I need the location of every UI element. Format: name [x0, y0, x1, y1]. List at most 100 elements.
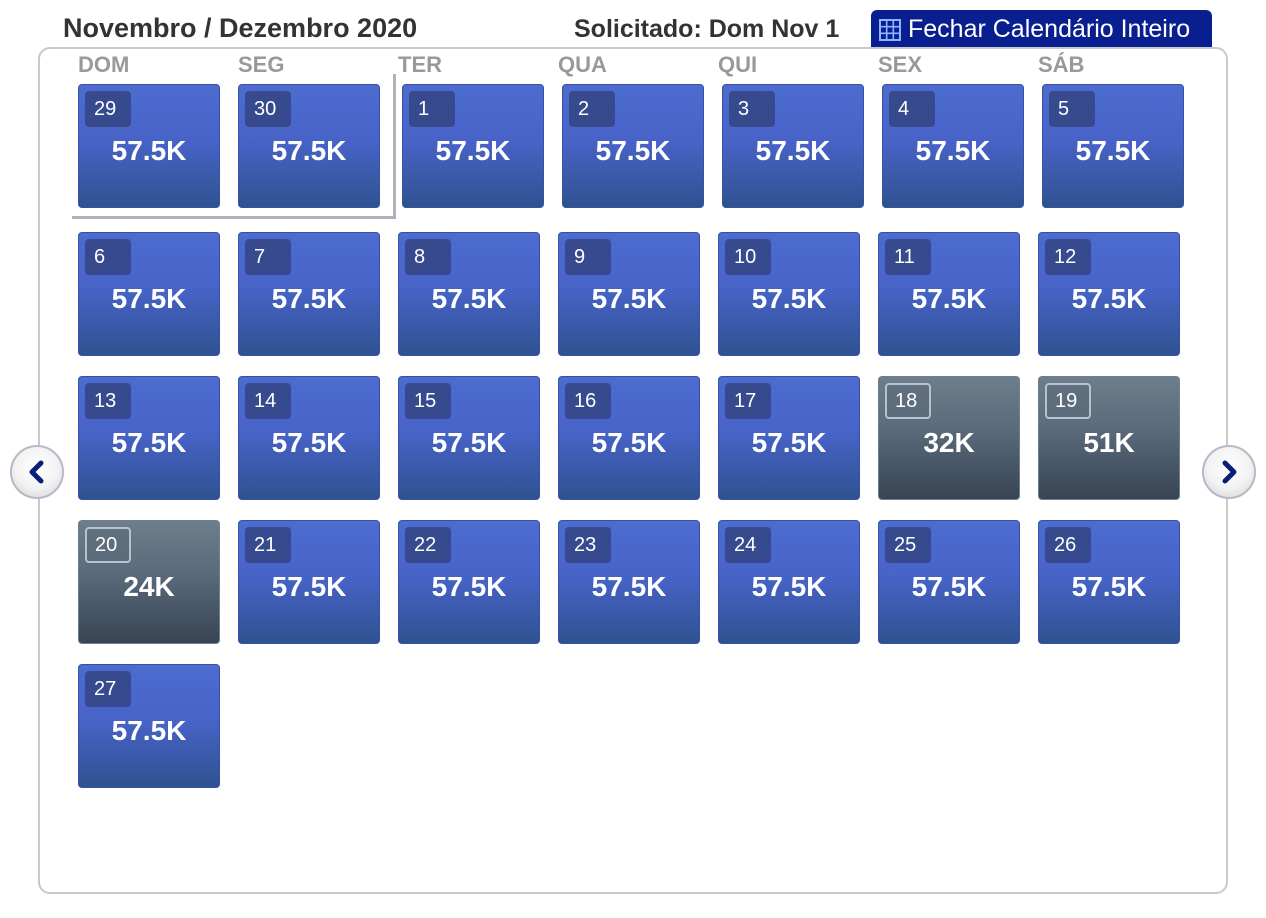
day-cell[interactable]: 5 57.5K: [1042, 84, 1184, 208]
day-number: 22: [405, 527, 451, 563]
day-price: 57.5K: [111, 283, 187, 314]
day-number: 7: [245, 239, 291, 275]
day-cell-highlighted[interactable]: 19 51K: [1038, 376, 1180, 500]
day-number: 13: [85, 383, 131, 419]
day-number: 23: [565, 527, 611, 563]
day-price: 57.5K: [431, 571, 507, 602]
day-cell-highlighted[interactable]: 20 24K: [78, 520, 220, 644]
weekday-thursday: QUI: [718, 52, 758, 77]
day-number: 5: [1049, 91, 1095, 127]
calendar-grid-icon: [879, 18, 901, 41]
day-price: 57.5K: [111, 427, 187, 458]
day-cell[interactable]: 8 57.5K: [398, 232, 540, 356]
day-cell[interactable]: 1 57.5K: [402, 84, 544, 208]
previous-month-button[interactable]: [10, 445, 64, 499]
weekday-tuesday: TER: [398, 52, 442, 77]
day-price: 57.5K: [591, 427, 667, 458]
day-number: 4: [889, 91, 935, 127]
day-price: 57.5K: [431, 427, 507, 458]
close-full-calendar-label: Fechar Calendário Inteiro: [908, 15, 1191, 43]
day-cell[interactable]: 12 57.5K: [1038, 232, 1180, 356]
day-price: 57.5K: [1071, 571, 1147, 602]
day-price: 57.5K: [751, 571, 827, 602]
day-price: 57.5K: [1071, 283, 1147, 314]
day-cell-highlighted[interactable]: 18 32K: [878, 376, 1020, 500]
day-price: 57.5K: [271, 571, 347, 602]
day-number: 25: [885, 527, 931, 563]
day-number: 19: [1045, 383, 1091, 419]
day-price: 57.5K: [435, 135, 511, 166]
day-number: 20: [85, 527, 131, 563]
day-number: 16: [565, 383, 611, 419]
day-cell[interactable]: 29 57.5K: [78, 84, 220, 208]
weekday-saturday: SÁB: [1038, 52, 1085, 77]
day-cell[interactable]: 16 57.5K: [558, 376, 700, 500]
day-price: 57.5K: [595, 135, 671, 166]
day-price: 57.5K: [751, 427, 827, 458]
close-full-calendar-button[interactable]: Fechar Calendário Inteiro: [871, 10, 1212, 49]
day-price: 57.5K: [755, 135, 831, 166]
day-cell[interactable]: 14 57.5K: [238, 376, 380, 500]
day-cell[interactable]: 15 57.5K: [398, 376, 540, 500]
day-number: 21: [245, 527, 291, 563]
day-cell[interactable]: 21 57.5K: [238, 520, 380, 644]
day-price: 51K: [1083, 427, 1135, 458]
day-cell[interactable]: 23 57.5K: [558, 520, 700, 644]
weekday-wednesday: QUA: [558, 52, 607, 77]
day-number: 27: [85, 671, 131, 707]
day-number: 18: [885, 383, 931, 419]
day-number: 1: [409, 91, 455, 127]
weekday-friday: SEX: [878, 52, 923, 77]
day-number: 3: [729, 91, 775, 127]
day-price: 57.5K: [271, 427, 347, 458]
day-price: 57.5K: [111, 715, 187, 746]
requested-date: Solicitado: Dom Nov 1: [574, 15, 840, 43]
day-price: 57.5K: [915, 135, 991, 166]
day-number: 8: [405, 239, 451, 275]
day-price: 57.5K: [911, 283, 987, 314]
day-price: 57.5K: [111, 135, 187, 166]
day-price: 57.5K: [591, 283, 667, 314]
day-price: 57.5K: [1075, 135, 1151, 166]
chevron-right-icon: [1222, 460, 1237, 484]
day-price: 24K: [123, 571, 175, 602]
next-month-button[interactable]: [1202, 445, 1256, 499]
day-cell[interactable]: 30 57.5K: [238, 84, 380, 208]
day-cell[interactable]: 10 57.5K: [718, 232, 860, 356]
day-price: 57.5K: [751, 283, 827, 314]
day-price: 57.5K: [431, 283, 507, 314]
day-cell[interactable]: 22 57.5K: [398, 520, 540, 644]
day-cell[interactable]: 17 57.5K: [718, 376, 860, 500]
day-cell[interactable]: 24 57.5K: [718, 520, 860, 644]
day-cell[interactable]: 9 57.5K: [558, 232, 700, 356]
day-number: 17: [725, 383, 771, 419]
day-number: 15: [405, 383, 451, 419]
weekday-sunday: DOM: [78, 52, 130, 77]
weekday-monday: SEG: [238, 52, 285, 77]
day-cell[interactable]: 6 57.5K: [78, 232, 220, 356]
day-cell[interactable]: 2 57.5K: [562, 84, 704, 208]
day-number: 12: [1045, 239, 1091, 275]
day-number: 14: [245, 383, 291, 419]
day-number: 11: [885, 239, 931, 275]
day-number: 6: [85, 239, 131, 275]
day-cell[interactable]: 26 57.5K: [1038, 520, 1180, 644]
day-number: 10: [725, 239, 771, 275]
day-cell[interactable]: 25 57.5K: [878, 520, 1020, 644]
day-price: 32K: [923, 427, 975, 458]
day-number: 24: [725, 527, 771, 563]
day-cell[interactable]: 3 57.5K: [722, 84, 864, 208]
day-cell[interactable]: 13 57.5K: [78, 376, 220, 500]
day-price: 57.5K: [271, 283, 347, 314]
day-cell[interactable]: 27 57.5K: [78, 664, 220, 788]
page-title: Novembro / Dezembro 2020: [63, 13, 418, 43]
day-number: 2: [569, 91, 615, 127]
day-price: 57.5K: [591, 571, 667, 602]
day-cell[interactable]: 4 57.5K: [882, 84, 1024, 208]
day-cell[interactable]: 7 57.5K: [238, 232, 380, 356]
day-price: 57.5K: [911, 571, 987, 602]
day-number: 29: [85, 91, 131, 127]
day-price: 57.5K: [271, 135, 347, 166]
day-cell[interactable]: 11 57.5K: [878, 232, 1020, 356]
